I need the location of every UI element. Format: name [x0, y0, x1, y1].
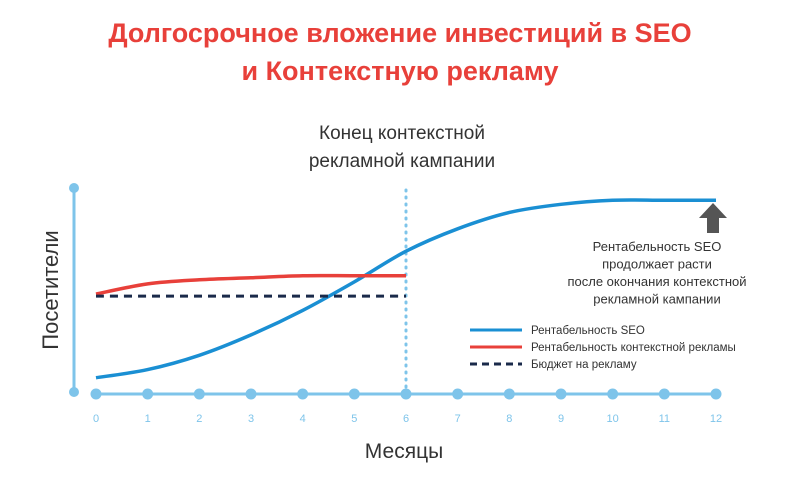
x-tick-label-8: 8: [506, 413, 512, 425]
x-axis-dot-8: [503, 388, 515, 400]
y-axis-label: Посетители: [38, 230, 63, 349]
x-tick-label-5: 5: [351, 413, 357, 425]
x-axis-dot-10: [607, 388, 619, 400]
annotation-line-3: рекламной кампании: [593, 292, 720, 307]
annotation-line-2: после окончания контекстной: [567, 274, 746, 289]
legend-label-0: Рентабельность SEO: [531, 325, 645, 337]
legend-label-2: Бюджет на рекламу: [531, 359, 637, 371]
vline-label-line2: рекламной кампании: [309, 151, 495, 172]
annotation: Рентабельность SEO продолжает расти после …: [567, 239, 746, 307]
x-axis-label: Месяцы: [365, 440, 443, 463]
chart-title-line2: и Контекстную рекламу: [241, 56, 558, 86]
y-axis-bottom-dot: [69, 387, 79, 397]
x-axis-dot-3: [245, 388, 257, 400]
series-group: [95, 198, 716, 380]
x-tick-label-11: 11: [659, 413, 670, 425]
x-axis-dot-1: [142, 388, 154, 400]
chart-title-line1: Долгосрочное вложение инвестиций в SEO: [108, 18, 691, 48]
x-tick-label-1: 1: [145, 413, 151, 425]
x-tick-label-2: 2: [196, 413, 202, 425]
series-line-0: [95, 198, 716, 380]
x-tick-labels: 0 1 2 3 4 5 6 7 8 9 10 11 12: [93, 413, 722, 425]
x-tick-label-7: 7: [455, 413, 461, 425]
x-axis-dot-7: [452, 388, 464, 400]
x-axis-dot-0: [90, 388, 102, 400]
x-tick-label-12: 12: [710, 413, 722, 425]
annotation-line-0: Рентабельность SEO: [593, 239, 722, 254]
up-arrow-icon: [699, 203, 727, 233]
vline-label-line1: Конец контекстной: [319, 123, 485, 144]
x-axis-dot-9: [555, 388, 567, 400]
x-tick-label-9: 9: [558, 413, 564, 425]
x-tick-label-6: 6: [403, 413, 409, 425]
x-tick-label-4: 4: [300, 413, 306, 425]
x-axis-dot-4: [297, 388, 309, 400]
x-axis-dot-6: [400, 388, 412, 400]
x-axis-dot-2: [193, 388, 205, 400]
annotation-line-1: продолжает расти: [602, 257, 712, 272]
series-line-1: [95, 273, 406, 296]
y-axis-top-dot: [69, 183, 79, 193]
x-axis-dot-5: [348, 388, 360, 400]
x-tick-label-10: 10: [607, 413, 619, 425]
legend: Рентабельность SEO Рентабельность контекс…: [470, 325, 736, 371]
x-axis-dot-12: [710, 388, 722, 400]
x-tick-label-0: 0: [93, 413, 99, 425]
x-axis-dot-11: [658, 388, 670, 400]
axes: [69, 183, 722, 400]
legend-label-1: Рентабельность контекстной рекламы: [531, 342, 736, 354]
x-tick-label-3: 3: [248, 413, 254, 425]
